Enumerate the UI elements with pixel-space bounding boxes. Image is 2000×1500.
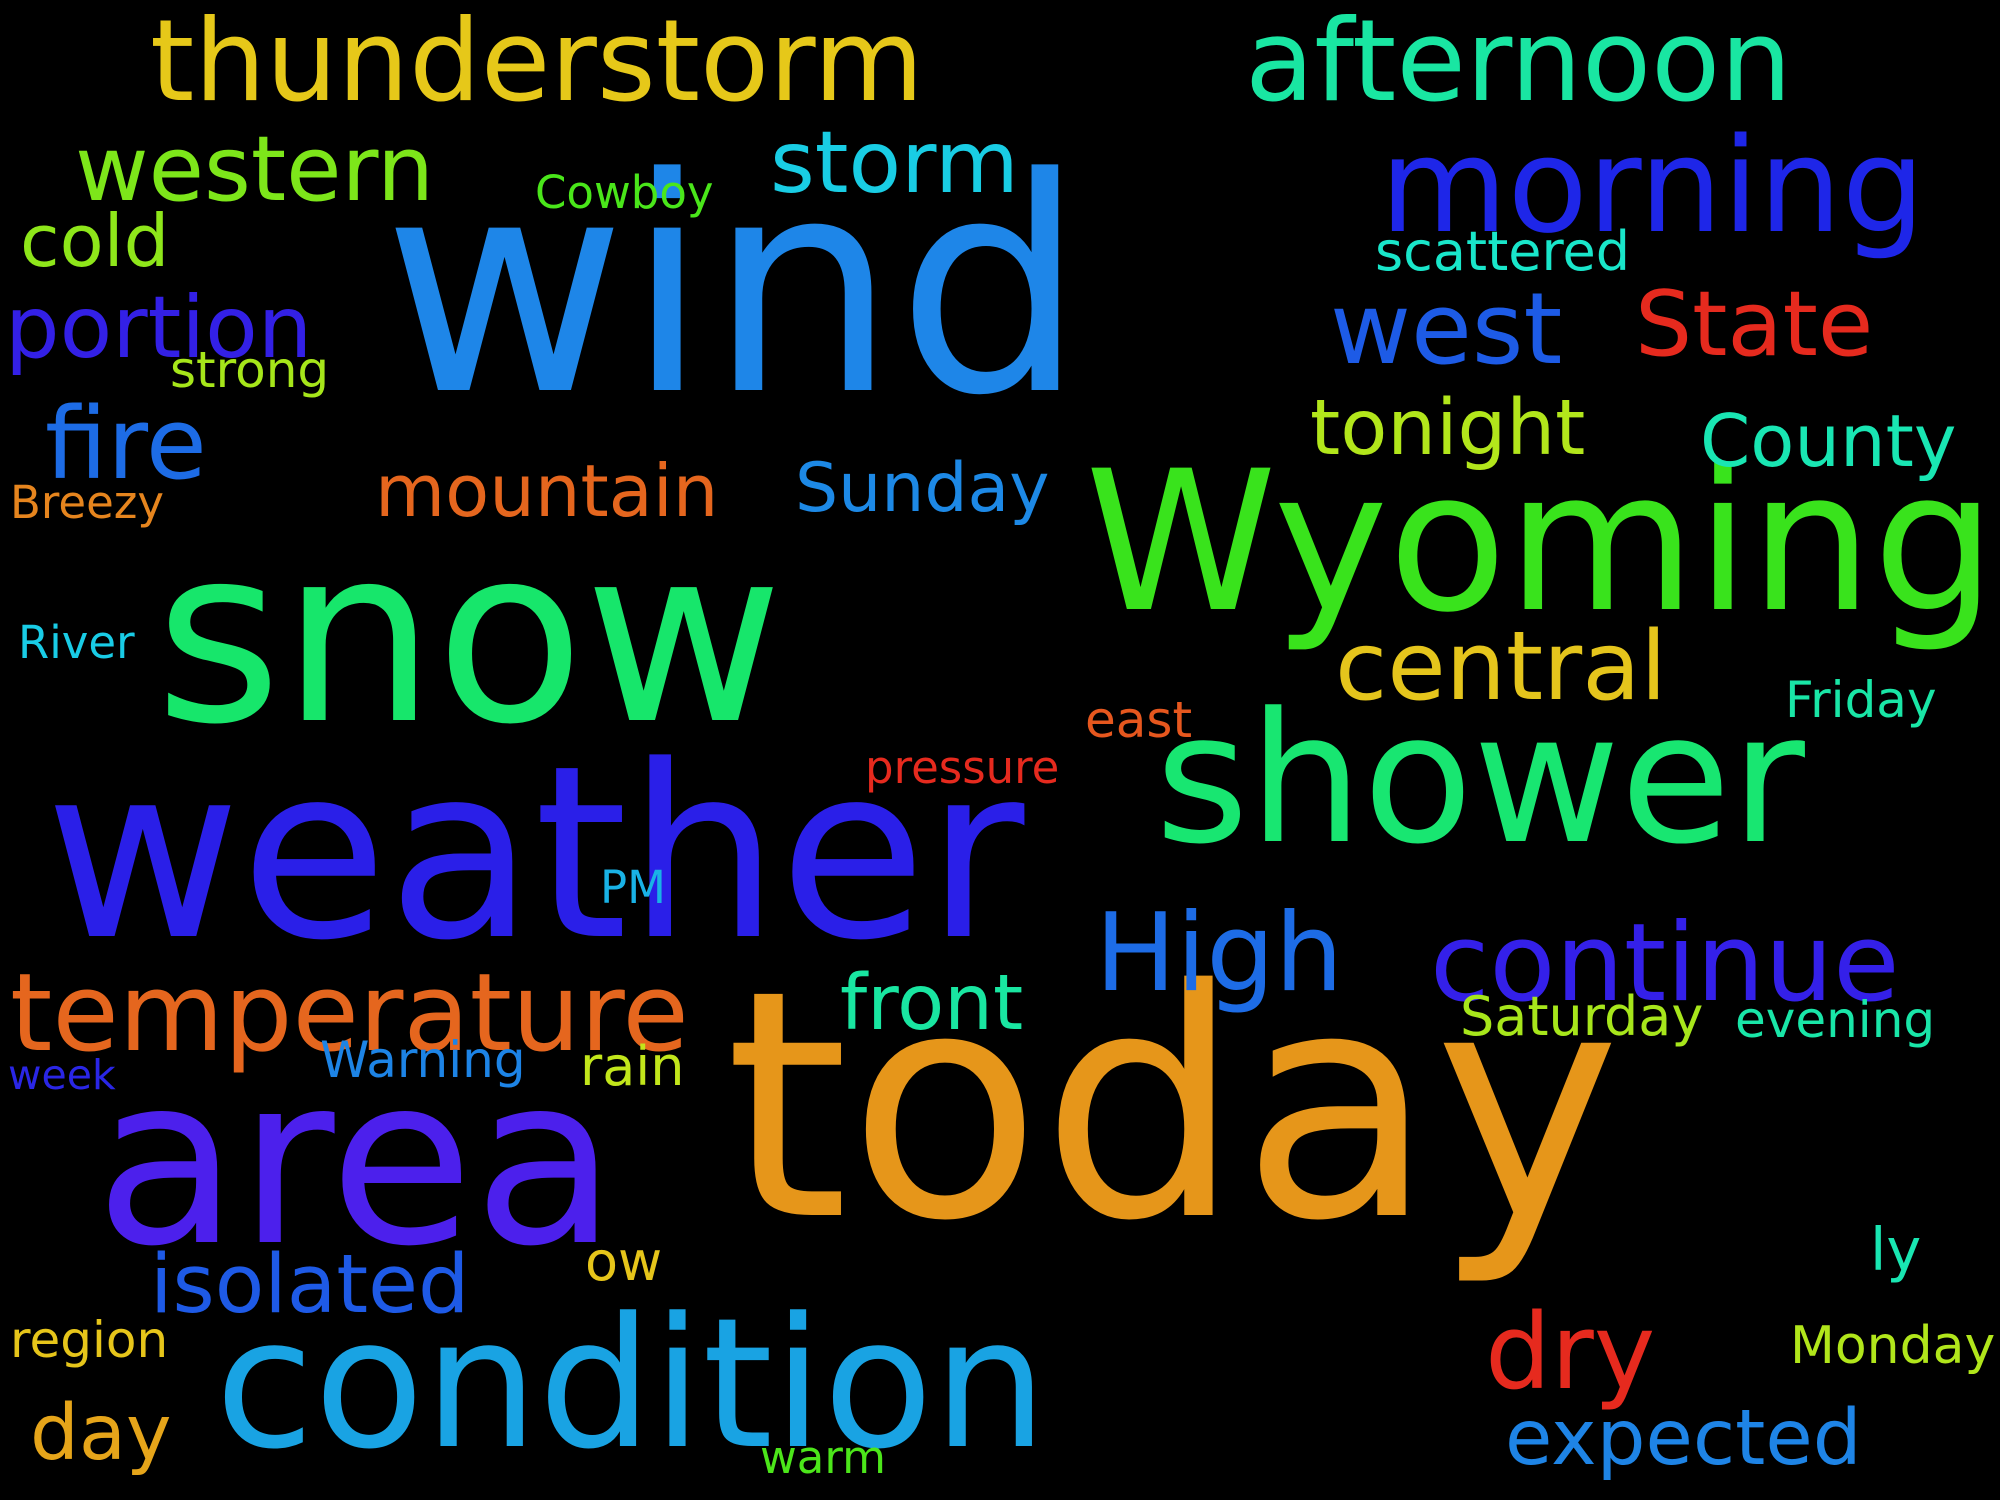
word-evening: evening xyxy=(1735,991,1936,1049)
word-region: region xyxy=(10,1311,169,1369)
word-state: State xyxy=(1635,272,1874,377)
word-expected: expected xyxy=(1505,1394,1862,1483)
word-high: High xyxy=(1095,891,1344,1016)
word-shower: shower xyxy=(1155,675,1805,884)
word-condition: condition xyxy=(215,1280,1048,1489)
word-week: week xyxy=(8,1051,116,1099)
word-afternoon: afternoon xyxy=(1245,0,1792,127)
word-western: western xyxy=(75,117,434,222)
word-warm: warm xyxy=(760,1431,886,1484)
word-morning: morning xyxy=(1380,109,1925,262)
word-central: central xyxy=(1335,612,1667,722)
word-dry: dry xyxy=(1485,1291,1656,1413)
word-weather: weather xyxy=(45,715,1025,993)
word-county: County xyxy=(1700,399,1957,483)
word-wyoming: Wyoming xyxy=(1085,429,1996,655)
word-breezy: Breezy xyxy=(10,476,165,529)
word-wind: wind xyxy=(383,115,1086,461)
word-portion: portion xyxy=(5,278,313,378)
word-mountain: mountain xyxy=(375,449,719,533)
word-friday: Friday xyxy=(1785,671,1937,729)
word-ow: ow xyxy=(585,1230,663,1293)
word-tonight: tonight xyxy=(1310,384,1586,473)
word-front: front xyxy=(840,959,1024,1048)
word-continue: continue xyxy=(1430,901,1900,1026)
word-pm: PM xyxy=(600,861,666,914)
word-sunday: Sunday xyxy=(795,449,1050,528)
word-temperature: temperature xyxy=(10,951,689,1076)
word-thunderstorm: thunderstorm xyxy=(150,0,924,127)
word-monday: Monday xyxy=(1790,1316,1996,1376)
word-east: east xyxy=(1085,691,1193,749)
word-area: area xyxy=(95,1026,617,1298)
word-storm: storm xyxy=(770,113,1019,213)
word-ly: ly xyxy=(1870,1215,1922,1284)
word-saturday: Saturday xyxy=(1460,985,1704,1048)
word-snow: snow xyxy=(155,495,784,778)
word-fire: fire xyxy=(45,387,207,502)
word-cowboy: Cowboy xyxy=(535,166,714,219)
word-warning: Warning xyxy=(320,1031,526,1089)
word-day: day xyxy=(30,1389,172,1478)
word-isolated: isolated xyxy=(150,1238,470,1332)
word-pressure: pressure xyxy=(865,741,1060,794)
word-strong: strong xyxy=(170,341,330,399)
word-today: today xyxy=(725,924,1621,1290)
word-west: west xyxy=(1330,272,1563,387)
word-river: River xyxy=(18,616,135,669)
word-rain: rain xyxy=(580,1035,685,1098)
word-scattered: scattered xyxy=(1375,220,1630,283)
word-cold: cold xyxy=(20,199,170,283)
